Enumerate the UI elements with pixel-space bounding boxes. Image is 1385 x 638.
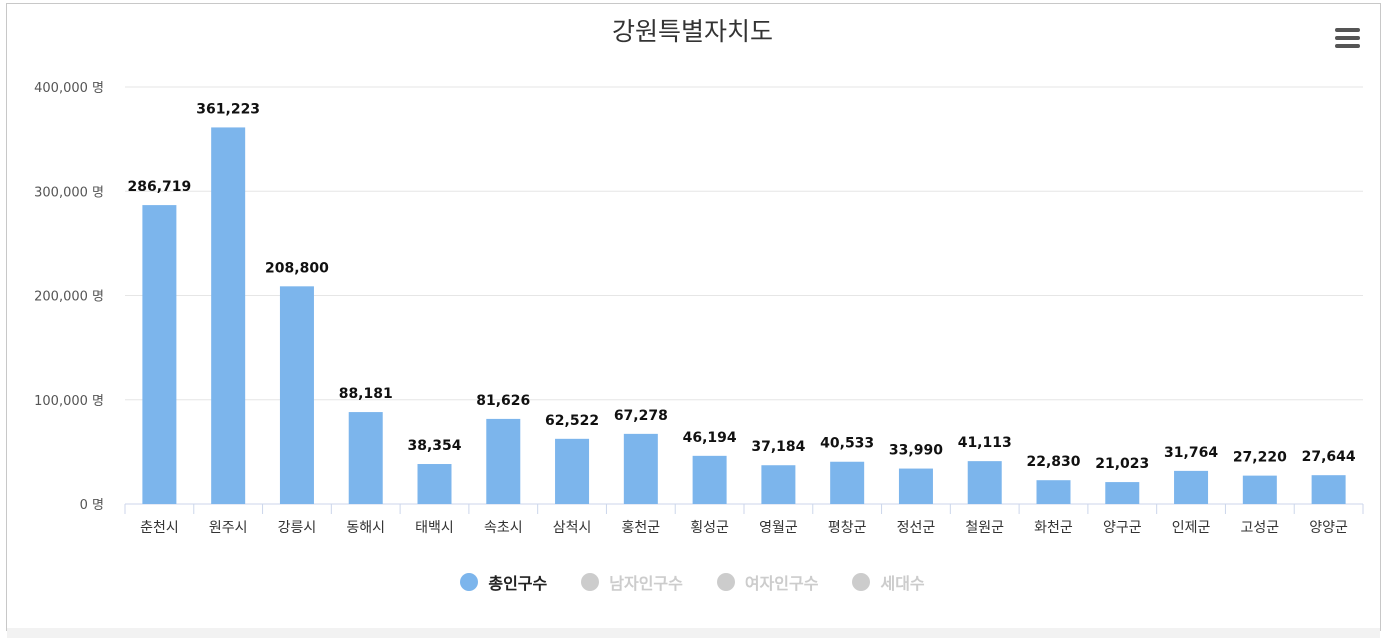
y-tick-label: 300,000 명 <box>34 185 104 200</box>
bar <box>279 286 314 504</box>
data-label: 31,764 <box>1164 445 1218 461</box>
data-label: 37,184 <box>751 439 805 455</box>
x-tick-label: 속초시 <box>484 520 523 536</box>
bar-chart: 0 명 100,000 명 200,000 명 300,000 명 400,000 명 2… <box>34 81 1364 536</box>
data-label: 88,181 <box>339 386 393 402</box>
y-tick-label: 100,000 명 <box>34 394 104 409</box>
legend-label: 남자인구수 <box>609 574 683 593</box>
x-tick-label: 화천군 <box>1034 520 1073 536</box>
bar <box>1105 482 1140 504</box>
legend-marker <box>852 573 871 591</box>
legend-item[interactable]: 총인구수 <box>460 570 547 594</box>
data-label: 67,278 <box>614 408 668 424</box>
data-label: 46,194 <box>683 430 737 446</box>
x-tick-label: 영월군 <box>759 520 798 536</box>
x-tick-label: 태백시 <box>415 520 454 536</box>
bar <box>967 461 1002 504</box>
legend-marker <box>460 573 479 591</box>
bar <box>417 464 452 504</box>
legend-label: 총인구수 <box>488 574 548 593</box>
data-label: 286,719 <box>128 179 192 195</box>
bar <box>142 205 177 504</box>
bar <box>898 468 933 504</box>
data-label: 21,023 <box>1095 456 1149 472</box>
data-label: 33,990 <box>889 443 943 459</box>
data-label: 27,644 <box>1302 449 1356 465</box>
legend-marker <box>581 573 600 591</box>
legend-item[interactable]: 세대수 <box>852 570 925 594</box>
bar <box>1174 470 1209 504</box>
x-tick-label: 삼척시 <box>553 520 592 536</box>
data-label: 40,533 <box>820 436 874 452</box>
bar <box>623 433 658 504</box>
y-tick-label: 200,000 명 <box>34 290 104 305</box>
x-tick-label: 홍천군 <box>622 520 661 536</box>
bar <box>1242 475 1277 504</box>
data-label: 38,354 <box>407 438 461 454</box>
data-label: 27,220 <box>1233 450 1287 466</box>
data-label: 208,800 <box>265 260 329 276</box>
x-tick-label: 고성군 <box>1241 520 1280 536</box>
data-label: 41,113 <box>958 435 1012 451</box>
bar <box>486 418 521 504</box>
legend-label: 여자인구수 <box>744 574 819 593</box>
legend-label: 세대수 <box>880 574 925 593</box>
x-tick-label: 정선군 <box>897 520 936 536</box>
x-tick-label: 춘천시 <box>140 520 179 536</box>
hamburger-menu-icon[interactable] <box>1330 24 1364 54</box>
legend-item[interactable]: 남자인구수 <box>581 570 683 594</box>
legend-marker <box>716 573 735 591</box>
legend-item[interactable]: 여자인구수 <box>716 570 819 594</box>
bar <box>1311 475 1346 504</box>
data-label: 62,522 <box>545 413 599 429</box>
x-tick-label: 양양군 <box>1309 520 1348 536</box>
x-tick-label: 인제군 <box>1172 520 1211 536</box>
x-tick-label: 평창군 <box>828 520 867 536</box>
data-label: 81,626 <box>476 393 530 409</box>
chart-title: 강원특별자치도 <box>611 17 773 46</box>
y-tick-label: 400,000 명 <box>34 81 104 96</box>
x-tick-label: 동해시 <box>346 520 385 536</box>
bar <box>1036 480 1071 504</box>
x-tick-label: 철원군 <box>965 520 1004 536</box>
y-tick-label: 0 명 <box>80 498 104 513</box>
bar <box>348 412 383 504</box>
bar <box>555 438 590 504</box>
x-tick-label: 양구군 <box>1103 520 1142 536</box>
chart-legend: 총인구수 남자인구수 여자인구수 세대수 <box>0 568 1385 596</box>
x-tick-label: 횡성군 <box>690 520 729 536</box>
bar <box>692 455 727 504</box>
bar <box>211 127 246 505</box>
bar <box>830 461 865 504</box>
data-label: 22,830 <box>1026 454 1080 470</box>
data-label: 361,223 <box>196 101 260 117</box>
x-tick-label: 강릉시 <box>278 520 317 536</box>
footer-strip <box>7 628 1380 638</box>
x-tick-label: 원주시 <box>209 520 248 536</box>
bar <box>761 465 796 504</box>
